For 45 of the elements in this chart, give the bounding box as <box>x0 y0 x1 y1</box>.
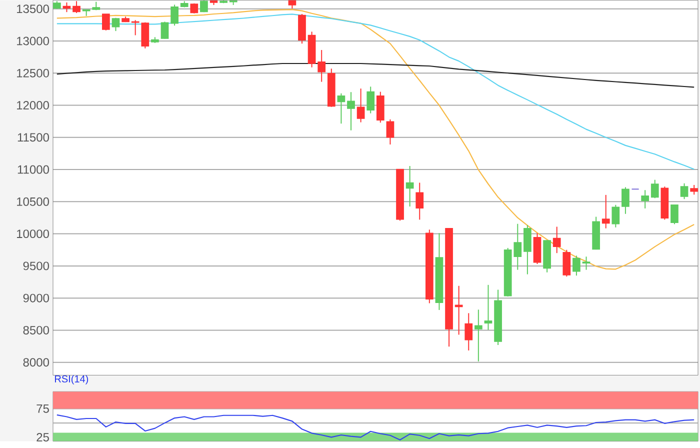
candlestick <box>337 92 346 124</box>
candlestick <box>386 118 394 145</box>
candlestick <box>641 190 650 209</box>
candlestick <box>464 312 473 351</box>
candlestick <box>524 224 532 275</box>
candlestick <box>416 182 424 220</box>
candlestick <box>552 226 561 254</box>
candlestick <box>562 249 571 278</box>
y-tick-label: 25 <box>36 432 49 442</box>
y-tick-label: 11000 <box>18 165 50 174</box>
y-tick-label: 9500 <box>23 262 49 270</box>
y-tick-label: 75 <box>36 404 49 413</box>
y-tick-label: 10500 <box>17 197 49 206</box>
candlestick <box>454 285 463 336</box>
chart-title: RSI(14) <box>55 375 88 384</box>
y-tick-label: 10000 <box>17 230 49 238</box>
candlestick <box>484 284 492 330</box>
y-tick-label: 12500 <box>17 68 49 78</box>
y-tick-label: 13000 <box>17 36 49 46</box>
candlestick <box>670 204 678 225</box>
y-tick-label: 8500 <box>23 326 49 334</box>
y-tick-label: 12000 <box>17 100 49 110</box>
candlestick <box>72 0 80 14</box>
candlestick <box>112 17 120 32</box>
candlestick <box>318 49 326 82</box>
candlestick <box>366 86 375 114</box>
y-tick-label: 13500 <box>17 4 49 14</box>
candlestick <box>356 88 365 123</box>
y-tick-label: 11500 <box>18 133 50 142</box>
candlestick <box>347 92 355 131</box>
candlestick <box>170 4 178 26</box>
candlestick <box>582 256 590 270</box>
candlestick <box>572 255 580 276</box>
candlestick <box>474 309 482 362</box>
y-tick-label: 8000 <box>23 358 49 367</box>
candlestick <box>406 165 414 207</box>
candlestick <box>160 21 169 40</box>
candlestick <box>622 186 630 214</box>
candlestick <box>102 13 110 31</box>
candlestick <box>612 204 620 228</box>
y-tick-label: 9000 <box>23 294 49 302</box>
candlestick <box>680 182 688 200</box>
candlestick <box>62 2 71 13</box>
candlestick <box>650 179 659 199</box>
candlestick <box>602 194 610 229</box>
